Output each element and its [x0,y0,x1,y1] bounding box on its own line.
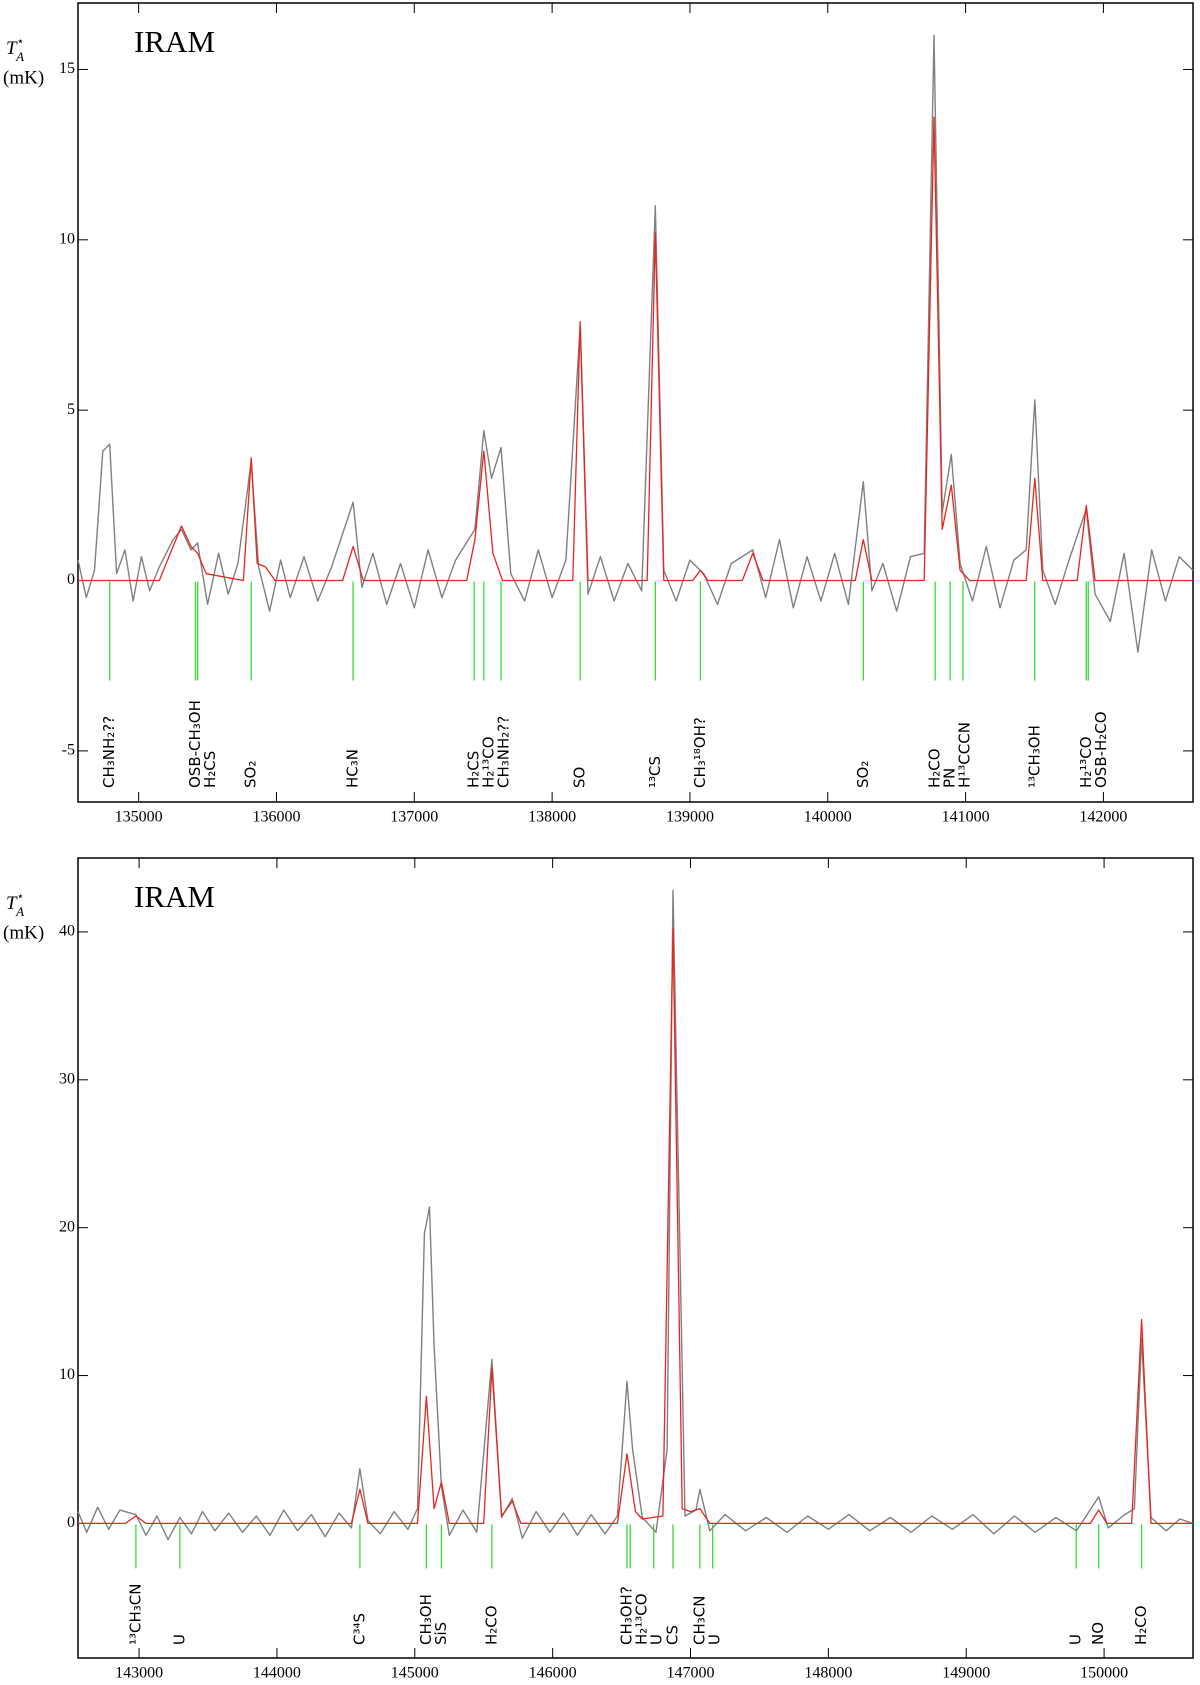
x-tick-label: 147000 [667,1665,715,1682]
x-tick-label: 139000 [666,809,714,826]
line-label: H₂CS [465,751,483,788]
observed-spectrum [77,889,1194,1541]
y-tick-label: 15 [59,60,75,77]
line-label: NO [1089,1622,1107,1645]
line-label: H₂CO [926,748,944,788]
x-tick-label: 149000 [942,1665,990,1682]
model-spectrum [78,116,1193,582]
line-label: CH₃¹⁸OH? [691,717,709,788]
line-label: H¹³CCCN [956,722,974,788]
line-label: CH₃CN [690,1596,708,1645]
x-tick-label: 142000 [1079,809,1127,826]
line-label: U [647,1634,665,1645]
y-tick-label: 30 [59,1070,75,1087]
y-symbol-sup: ⋆ [17,889,25,903]
y-tick-label: 0 [67,1514,75,1531]
x-tick-label: 144000 [253,1665,301,1682]
line-label: SO₂ [854,761,872,788]
line-label: C³⁴S [350,1613,368,1645]
plot-frame [77,2,1194,803]
line-label: H₂¹³CO [632,1593,650,1645]
model-spectrum [78,928,1193,1525]
y-tick-label: -5 [62,742,75,759]
line-label: CH₃NH₂?? [100,716,118,788]
line-label: U [1067,1634,1085,1645]
line-label: OSB-H₂CO [1092,711,1110,788]
x-tick-label: 140000 [804,809,852,826]
y-axis-symbol: T⋆ A [6,889,24,919]
x-tick-label: 135000 [115,809,163,826]
y-tick-label: 10 [59,230,75,247]
line-label: CH₃OH? [617,1586,635,1645]
line-label: ¹³CS [646,756,664,788]
x-tick-label: 138000 [528,809,576,826]
x-tick-label: 143000 [115,1665,163,1682]
y-tick-label: 20 [59,1218,75,1235]
line-label: U [705,1634,723,1645]
line-label: CH₃NH₂?? [495,716,513,788]
x-tick-label: 137000 [390,809,438,826]
y-axis-label: (mK) [3,67,44,88]
y-tick-label: 10 [59,1366,75,1383]
plot-frame [77,857,1194,1659]
chart-title: IRAM [134,879,215,914]
y-tick-label: 0 [67,571,75,588]
y-symbol: T [6,893,18,914]
x-tick-label: 150000 [1080,1665,1128,1682]
line-label: H₂¹³CO [1077,736,1095,788]
y-symbol-sub: A [15,49,24,64]
line-label: SO [571,767,589,788]
line-label: H₂CO [1132,1605,1150,1645]
line-label: U [170,1634,188,1645]
observed-spectrum [77,34,1194,653]
chart-title: IRAM [134,24,215,59]
line-label: H₂CO [482,1605,500,1645]
y-symbol-sub: A [15,904,24,919]
line-label: HC₃N [344,749,362,788]
x-tick-label: 146000 [529,1665,577,1682]
line-label: CH₃OH [417,1594,435,1645]
x-tick-label: 148000 [804,1665,852,1682]
line-label: SiS [432,1622,450,1645]
line-label: SO₂ [242,761,260,788]
line-label: H₂CS [201,751,219,788]
y-symbol: T [6,38,18,59]
line-label: CS [663,1625,681,1645]
line-label: H₂¹³CO [480,736,498,788]
y-axis-symbol: T⋆ A [6,34,24,64]
y-tick-label: 5 [67,401,75,418]
x-tick-label: 145000 [391,1665,439,1682]
line-label: OSB-CH₃OH [186,700,204,788]
y-symbol-sup: ⋆ [17,34,25,48]
y-tick-label: 40 [59,923,75,940]
y-axis-label: (mK) [3,922,44,943]
x-tick-label: 136000 [252,809,300,826]
line-label: ¹³CH₃CN [126,1584,144,1646]
line-label: PN [941,768,959,788]
x-tick-label: 141000 [942,809,990,826]
line-label: ¹³CH₃OH [1025,725,1043,788]
